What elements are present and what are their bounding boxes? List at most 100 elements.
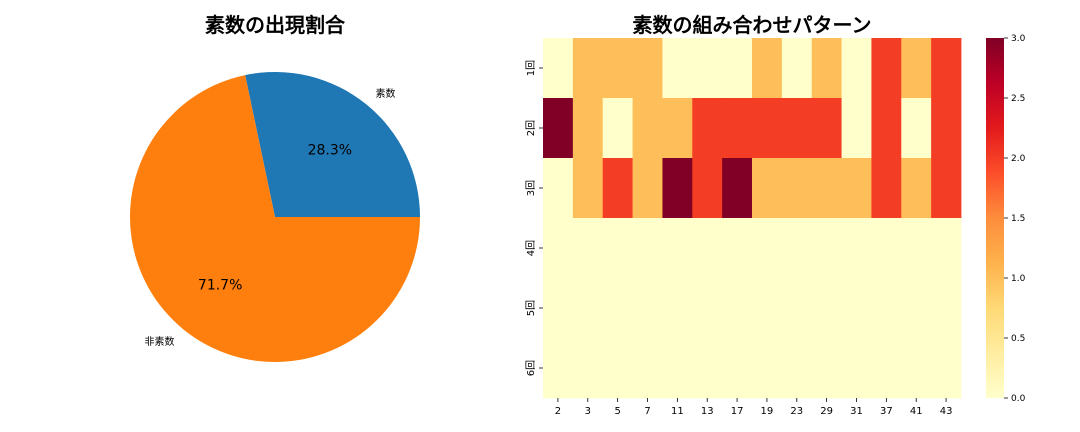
x-tick-label: 29: [820, 406, 833, 417]
pie-percent-0: 28.3%: [308, 142, 352, 158]
y-tick-label: 3回: [525, 180, 537, 196]
heatmap-cell: [781, 278, 813, 339]
heatmap-cell: [543, 158, 574, 219]
heatmap-cell: [543, 338, 574, 399]
heatmap-cell: [752, 38, 783, 99]
x-tick-label: 19: [761, 406, 774, 417]
x-tick-label: 3: [585, 406, 591, 417]
heatmap-cell: [901, 218, 932, 279]
heatmap-cell: [662, 158, 693, 219]
heatmap-cell: [931, 158, 962, 219]
x-tick-label: 7: [644, 406, 650, 417]
heatmap-cell: [692, 158, 723, 219]
heatmap-cell: [841, 278, 872, 339]
heatmap-cell: [781, 38, 813, 99]
x-tick-label: 43: [940, 406, 953, 417]
colorbar-tick-label: 3.0: [1011, 34, 1026, 44]
x-tick-label: 31: [850, 406, 863, 417]
heatmap-cell: [841, 98, 872, 159]
heatmap-cell: [871, 338, 902, 399]
heatmap-cell: [841, 38, 872, 99]
heatmap-cell: [722, 338, 753, 399]
x-tick-label: 11: [671, 406, 684, 417]
heatmap-cell: [901, 158, 932, 219]
heatmap-cell: [543, 218, 574, 279]
heatmap-cell: [662, 218, 693, 279]
heatmap-cell: [871, 218, 902, 279]
heatmap-cell: [781, 338, 813, 399]
heatmap-cell: [632, 278, 663, 339]
heatmap-cell: [811, 218, 842, 279]
heatmap-cell: [572, 278, 604, 339]
heatmap-cell: [572, 218, 604, 279]
heatmap-cell: [632, 338, 663, 399]
heatmap-cell: [752, 158, 783, 219]
heatmap-cell: [722, 158, 753, 219]
heatmap-cell: [811, 278, 842, 339]
pie-label-0: 素数: [376, 87, 396, 100]
heatmap-cell: [722, 218, 753, 279]
heatmap-cell: [543, 278, 574, 339]
heatmap-cell: [871, 158, 902, 219]
x-tick-label: 2: [555, 406, 561, 417]
y-tick-label: 4回: [525, 240, 537, 256]
heatmap-cell: [752, 218, 783, 279]
heatmap-cell: [602, 338, 633, 399]
colorbar-tick-label: 1.0: [1011, 274, 1026, 284]
heatmap-cell: [931, 338, 962, 399]
colorbar-tick-label: 1.5: [1011, 214, 1025, 224]
heatmap-cell: [781, 158, 813, 219]
x-tick-label: 13: [701, 406, 714, 417]
heatmap-cell: [931, 278, 962, 339]
heatmap-cell: [752, 278, 783, 339]
heatmap-cell: [722, 98, 753, 159]
heatmap-cell: [811, 38, 842, 99]
x-tick-label: 41: [910, 406, 923, 417]
heatmap-cell: [602, 278, 633, 339]
heatmap-cell: [811, 98, 842, 159]
colorbar-tick-label: 0.0: [1011, 394, 1026, 404]
heatmap-cell: [543, 38, 574, 99]
heatmap-cell: [841, 338, 872, 399]
heatmap-cell: [632, 158, 663, 219]
heatmap-cell: [901, 338, 932, 399]
heatmap-cell: [692, 218, 723, 279]
heatmap-cell: [931, 38, 962, 99]
y-tick-label: 1回: [525, 60, 537, 76]
heatmap-cell: [602, 98, 633, 159]
heatmap-cell: [871, 38, 902, 99]
x-tick-label: 17: [731, 406, 744, 417]
pie-slice-0: [245, 72, 420, 218]
heatmap-cell: [871, 278, 902, 339]
heatmap-cell: [752, 98, 783, 159]
heatmap-cell: [543, 98, 574, 159]
heatmap-cell: [662, 98, 693, 159]
heatmap-cell: [572, 158, 604, 219]
y-tick-label: 2回: [525, 120, 537, 136]
heatmap-cell: [811, 158, 842, 219]
y-tick-label: 5回: [525, 300, 537, 316]
heatmap-cell: [901, 278, 932, 339]
x-tick-label: 23: [790, 406, 803, 417]
heatmap-cell: [781, 98, 813, 159]
heatmap-cell: [811, 338, 842, 399]
heatmap-cell: [722, 38, 753, 99]
heatmap-cell: [632, 218, 663, 279]
colorbar-tick-label: 0.5: [1011, 334, 1025, 344]
colorbar-tick-label: 2.5: [1011, 94, 1025, 104]
heatmap-cell: [871, 98, 902, 159]
heatmap-cell: [931, 218, 962, 279]
x-tick-label: 5: [614, 406, 620, 417]
heatmap-cell: [662, 338, 693, 399]
heatmap-cell: [841, 158, 872, 219]
colorbar-tick-label: 2.0: [1011, 154, 1026, 164]
heatmap-cell: [602, 158, 633, 219]
heatmap-cell: [752, 338, 783, 399]
heatmap-cell: [931, 98, 962, 159]
heatmap-cell: [572, 38, 604, 99]
pie-slice-1: [129, 75, 420, 362]
heatmap-cell: [572, 98, 604, 159]
heatmap-cell: [692, 38, 723, 99]
